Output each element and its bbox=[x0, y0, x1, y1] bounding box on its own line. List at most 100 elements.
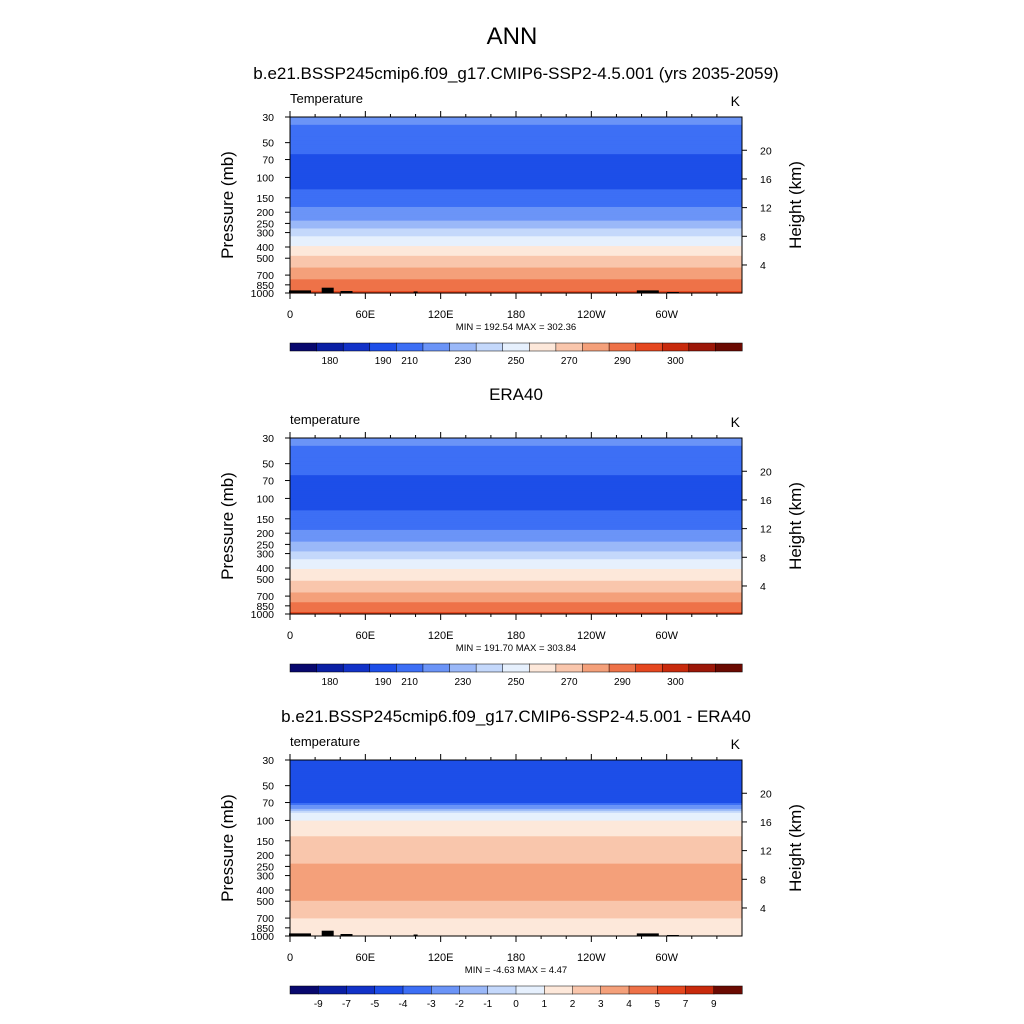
colorbar: 180 190 210 230 250 270 290 300 bbox=[289, 342, 743, 367]
contour-band bbox=[290, 134, 742, 138]
contour-band bbox=[290, 775, 742, 779]
y-tick-label: 850 bbox=[256, 280, 274, 292]
colorbar-swatch bbox=[661, 342, 690, 352]
colorbar-swatch bbox=[608, 342, 637, 352]
contour-band bbox=[290, 779, 742, 783]
colorbar-label: 180 bbox=[322, 677, 339, 688]
contour-band bbox=[290, 439, 742, 443]
contour-band bbox=[290, 459, 742, 463]
contour-band bbox=[290, 169, 742, 173]
colorbar-label: 210 bbox=[401, 356, 418, 367]
contour-band bbox=[290, 848, 742, 851]
colorbar-swatch bbox=[449, 663, 477, 673]
y-tick-label: 1000 bbox=[251, 931, 275, 943]
colorbar-swatch bbox=[422, 663, 451, 673]
x-tick-label: 120E bbox=[428, 630, 454, 642]
contour-band bbox=[290, 267, 742, 271]
colorbar-swatch bbox=[316, 663, 344, 673]
y-tick-label: 700 bbox=[256, 270, 274, 282]
contour-band bbox=[290, 529, 742, 533]
contour-band bbox=[290, 289, 742, 292]
right-tick-label: 12 bbox=[760, 846, 772, 858]
contour-band bbox=[290, 453, 742, 457]
contour-band bbox=[290, 777, 742, 781]
right-tick-label: 12 bbox=[760, 203, 772, 215]
contour-band bbox=[290, 253, 742, 257]
contour-band bbox=[290, 867, 742, 871]
contour-band bbox=[290, 238, 742, 241]
colorbar-label: 3 bbox=[598, 999, 604, 1010]
contour-band bbox=[290, 504, 742, 508]
colorbar-label: 250 bbox=[508, 677, 525, 688]
contour-band bbox=[290, 842, 742, 845]
colorbar-swatch bbox=[529, 342, 557, 352]
y-tick-label: 30 bbox=[262, 433, 274, 445]
contour-band bbox=[290, 138, 742, 142]
contour-band bbox=[290, 257, 742, 261]
contour-band bbox=[290, 248, 742, 251]
y-axis-title: Pressure (mb) bbox=[218, 794, 237, 902]
contour-band bbox=[290, 120, 742, 124]
contour-band bbox=[290, 210, 742, 214]
contour-band bbox=[290, 224, 742, 228]
colorbar-swatch bbox=[544, 985, 574, 995]
contour-band bbox=[290, 892, 742, 896]
contour-band bbox=[290, 488, 742, 492]
contour-band bbox=[290, 122, 742, 126]
contour-band bbox=[290, 910, 742, 914]
contour-band bbox=[290, 508, 742, 511]
contour-band bbox=[290, 594, 742, 597]
contour-band bbox=[290, 514, 742, 517]
contour-band bbox=[290, 259, 742, 263]
contour-band bbox=[290, 908, 742, 912]
colorbar-label: 270 bbox=[561, 356, 578, 367]
contour-band bbox=[290, 824, 742, 828]
contour-band bbox=[290, 818, 742, 822]
panel-1: b.e21.BSSP245cmip6.f09_g17.CMIP6-SSP2-4.… bbox=[218, 64, 805, 367]
contour-band bbox=[290, 471, 742, 474]
colorbar-swatch bbox=[529, 663, 557, 673]
contour-band bbox=[290, 557, 742, 560]
contour-band bbox=[290, 793, 742, 796]
contour-band bbox=[290, 185, 742, 188]
contour-band bbox=[290, 220, 742, 224]
colorbar-label: 290 bbox=[614, 356, 631, 367]
colorbar-swatch bbox=[582, 663, 610, 673]
colorbar-label: 7 bbox=[683, 999, 689, 1010]
colorbar-label: -2 bbox=[455, 999, 464, 1010]
contour-band bbox=[290, 851, 742, 855]
colorbar-swatch bbox=[487, 985, 517, 995]
colorbar-swatch bbox=[422, 342, 451, 352]
y-tick-label: 100 bbox=[256, 172, 274, 184]
y-axis-title: Pressure (mb) bbox=[218, 151, 237, 259]
contour-band bbox=[290, 187, 742, 190]
contour-band bbox=[290, 203, 742, 206]
contour-band bbox=[290, 279, 742, 282]
units-label: K bbox=[731, 93, 741, 109]
y-tick-label: 150 bbox=[256, 836, 274, 848]
contour-band bbox=[290, 840, 742, 843]
contour-band bbox=[290, 518, 742, 521]
contour-band bbox=[290, 510, 742, 513]
colorbar-label: 300 bbox=[667, 356, 684, 367]
contour-band bbox=[290, 140, 742, 144]
contour-band bbox=[290, 481, 742, 484]
contour-band bbox=[290, 814, 742, 818]
variable-label: temperature bbox=[290, 734, 360, 749]
contour-band bbox=[290, 195, 742, 198]
contour-band bbox=[290, 160, 742, 163]
contour-band bbox=[290, 590, 742, 594]
y-tick-label: 250 bbox=[256, 218, 274, 230]
contour-band bbox=[290, 865, 742, 869]
contour-band bbox=[290, 273, 742, 276]
contour-band bbox=[290, 612, 742, 615]
colorbar-swatch bbox=[582, 342, 610, 352]
min-max-stats: MIN = -4.63 MAX = 4.47 bbox=[465, 965, 567, 976]
y-tick-label: 400 bbox=[256, 885, 274, 897]
contour-band bbox=[290, 277, 742, 280]
contour-band bbox=[290, 461, 742, 465]
colorbar-swatch bbox=[502, 663, 530, 673]
contour-band bbox=[290, 193, 742, 196]
contour-band bbox=[290, 606, 742, 609]
contour-band bbox=[290, 232, 742, 235]
